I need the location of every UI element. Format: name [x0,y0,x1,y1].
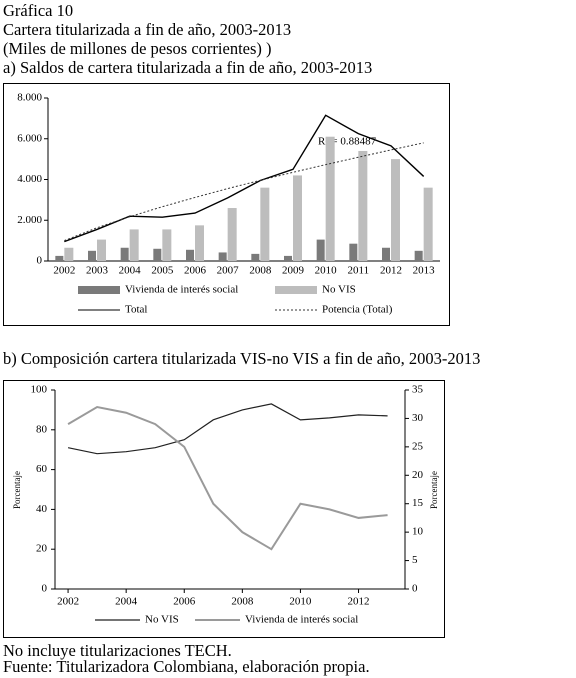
bar [129,229,139,261]
y-tick-label: 20 [36,543,48,555]
legend-label: Total [125,304,147,316]
bar [358,150,368,261]
line [64,114,425,243]
y2-tick-label: 5 [412,554,418,566]
x-tick-label: 2008 [231,596,254,608]
bar [120,247,129,261]
bar [260,187,270,261]
bar [218,252,227,261]
y2-tick-label: 30 [412,412,424,424]
y2-tick-label: 35 [412,384,424,396]
legend-swatch [275,286,317,294]
y-tick-label: 0 [37,255,43,267]
y2-tick-label: 20 [412,469,424,481]
y2-tick-label: 25 [412,440,424,452]
source: Fuente: Titularizadora Colombiana, elabo… [3,657,370,676]
y2-tick-label: 0 [412,583,418,595]
chart-frame [3,83,450,326]
x-tick-label: 2012 [348,596,370,608]
y-tick-label: 6.000 [17,132,42,144]
x-tick-label: 2004 [119,265,142,277]
x-tick-label: 2006 [173,596,196,608]
y-tick-label: 8.000 [17,92,42,104]
x-tick-label: 2010 [315,265,338,277]
bar [325,136,335,261]
bar [316,239,325,261]
x-tick-label: 2009 [282,265,305,277]
bar [64,247,74,261]
y-tick-label: 0 [42,583,48,595]
x-tick-label: 2004 [115,596,138,608]
bar [414,250,423,261]
bar [391,159,400,261]
x-tick-label: 2002 [53,265,75,277]
y-tick-label: 60 [36,463,48,475]
x-tick-label: 2011 [348,265,370,277]
y-tick-label: 4.000 [17,173,42,185]
y-tick-label: 2.000 [17,214,42,226]
bar [382,247,390,261]
y-axis-label: Porcentaje [12,471,22,509]
y2-tick-label: 10 [412,526,424,538]
chart-title: a) Saldos de cartera titularizada a fin … [3,58,372,77]
bar [162,229,172,261]
y-tick-label: 100 [31,384,48,396]
line [67,403,388,455]
x-tick-label: 2012 [380,265,402,277]
bar [251,253,260,261]
bar [55,255,64,261]
chart-title: b) Composición cartera titularizada VIS-… [3,349,480,368]
bar [349,243,358,261]
x-tick-label: 2003 [86,265,109,277]
x-tick-label: 2002 [57,596,79,608]
x-tick-label: 2006 [184,265,207,277]
legend-label: No VIS [322,284,356,296]
x-tick-label: 2007 [217,265,240,277]
bar [227,208,237,261]
y2-axis-label: Porcentaje [429,471,439,509]
legend-label: Vivienda de interés social [245,614,358,626]
bar [97,239,106,261]
x-tick-label: 2013 [413,265,436,277]
line [67,406,388,551]
legend-swatch [78,286,120,294]
x-tick-label: 2005 [151,265,174,277]
figure-subtitle: (Miles de millones de pesos corrientes) … [3,39,272,58]
bar [186,249,194,261]
legend-label: Potencia (Total) [322,304,393,316]
bar [88,250,96,261]
figure-title: Cartera titularizada a fin de año, 2003-… [3,20,291,39]
x-tick-label: 2008 [249,265,272,277]
x-tick-label: 2010 [289,596,312,608]
bar [284,255,292,261]
legend-label: Vivienda de interés social [125,284,238,296]
legend-label: No VIS [145,614,179,626]
chart-frame [3,380,445,638]
note: No incluye titularizaciones TECH. [3,641,232,660]
bar [293,175,302,261]
y-tick-label: 40 [36,503,48,515]
bar [423,187,433,261]
figure-number: Gráfica 10 [3,1,73,20]
bar [195,225,204,261]
bar [153,248,162,261]
y-tick-label: 80 [36,423,48,435]
line [64,142,424,242]
y2-tick-label: 15 [412,497,424,509]
